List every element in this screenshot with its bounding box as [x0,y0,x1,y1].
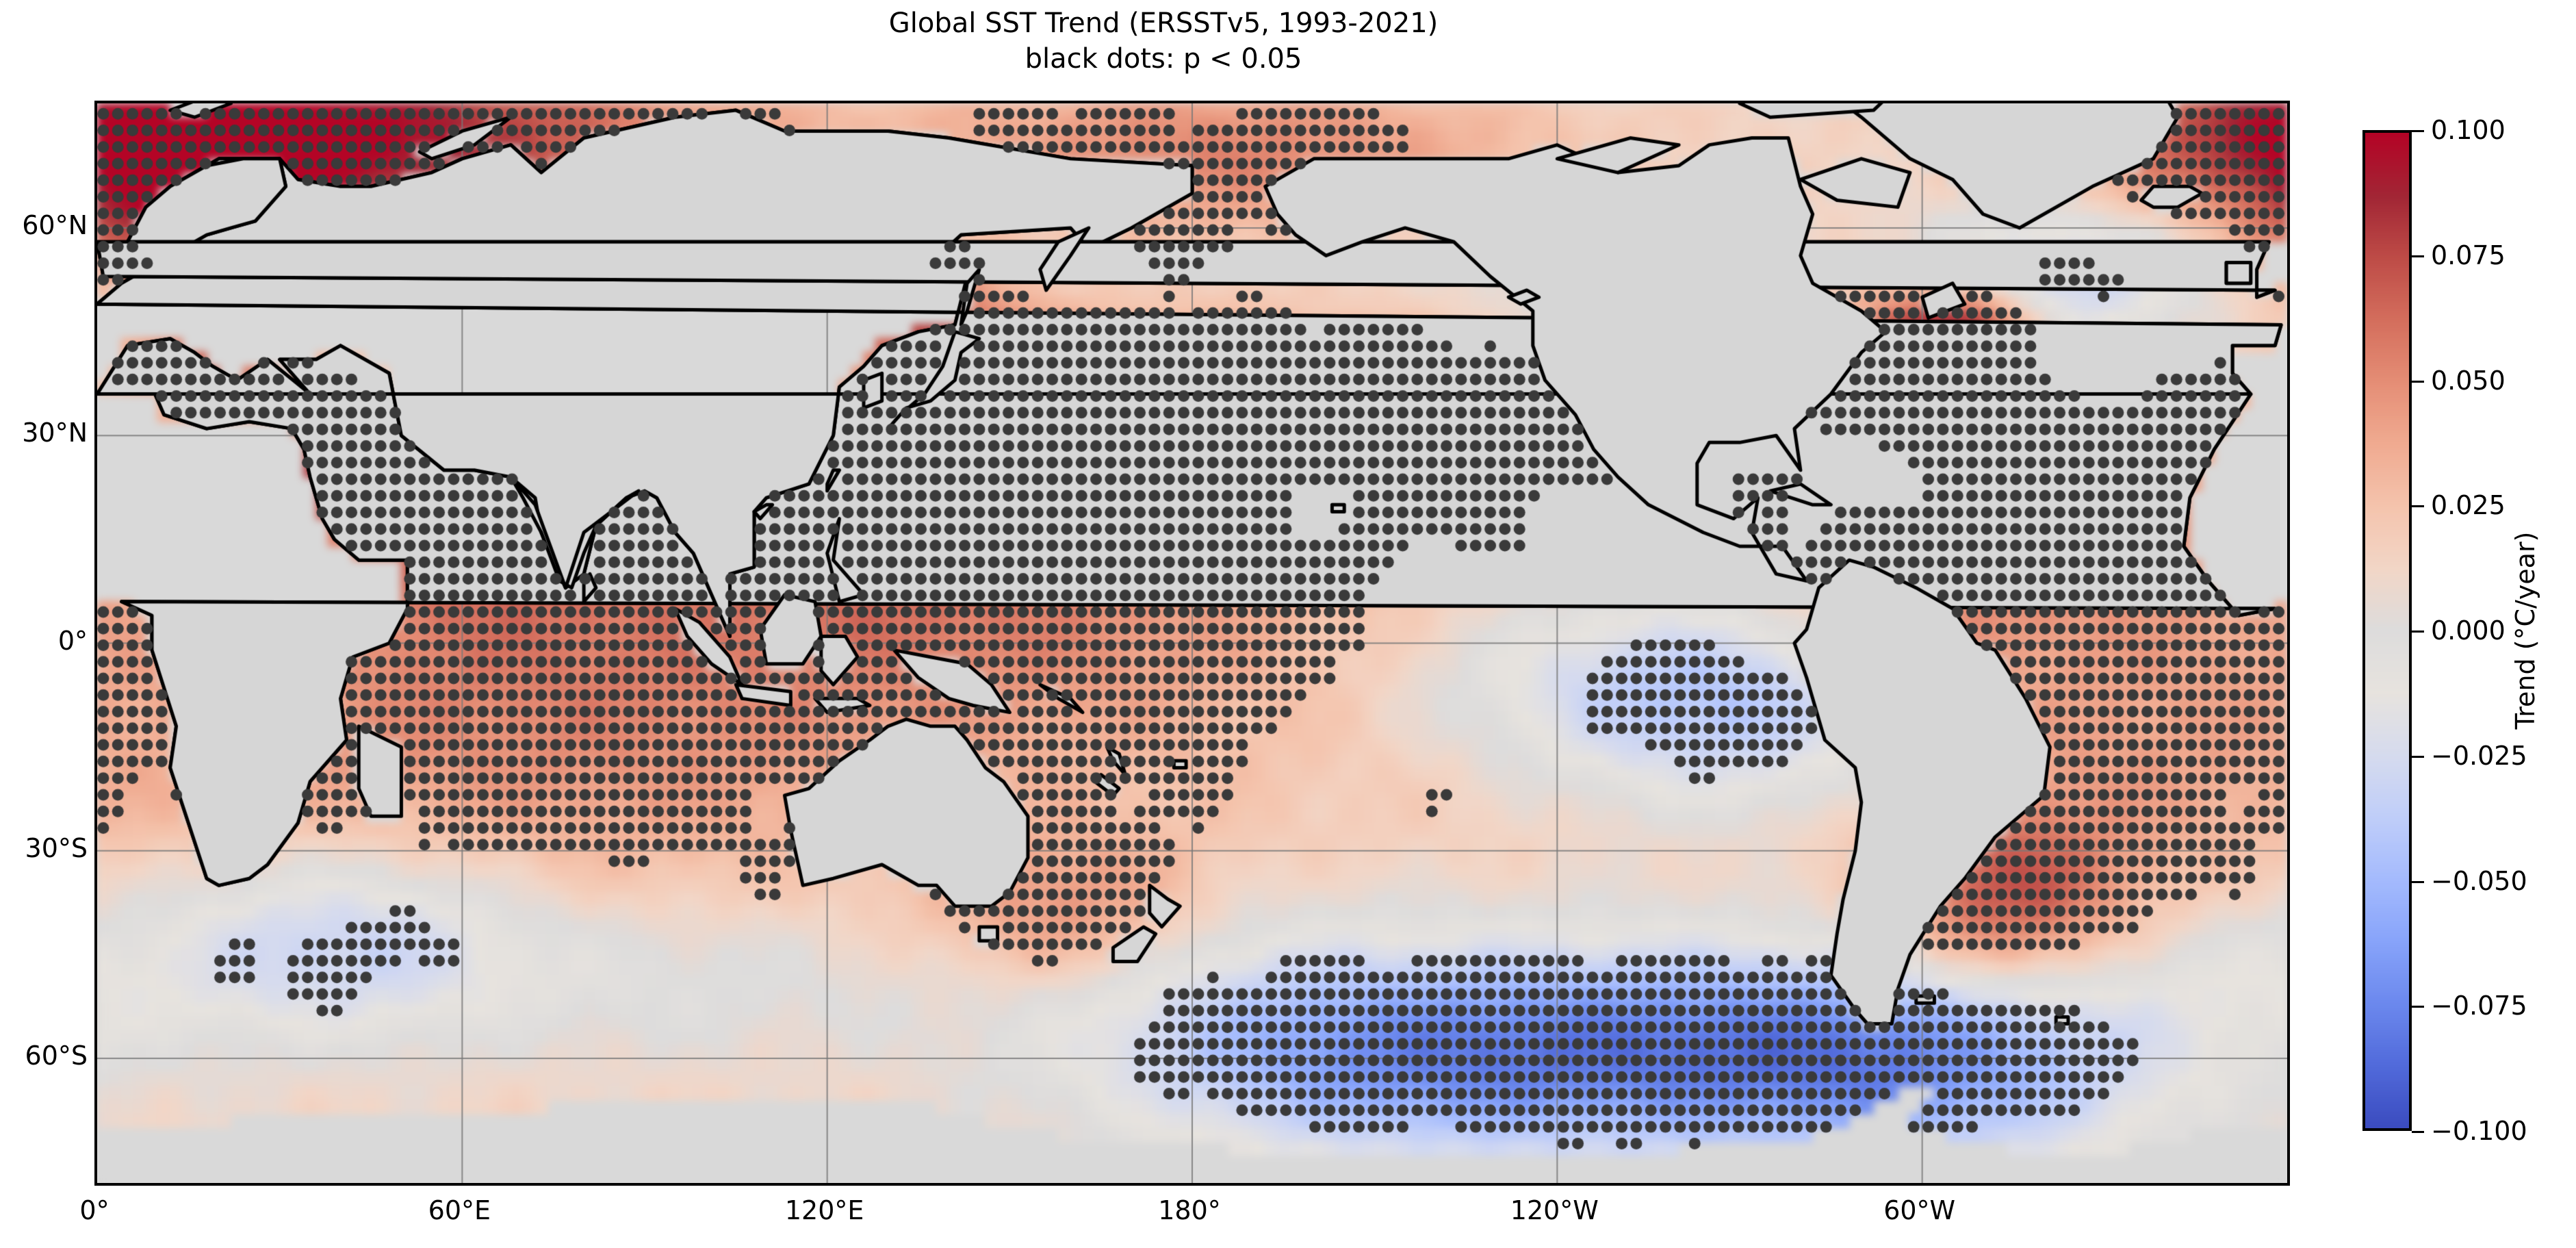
y-tick-label: 30°S [25,832,88,863]
y-tick-label: 60°S [25,1041,88,1071]
colorbar-tick-mark [2412,631,2424,633]
x-tick-label: 180° [1158,1195,1221,1225]
colorbar-tick-label: 0.075 [2431,240,2506,270]
colorbar-tick-label: −0.050 [2431,865,2527,896]
colorbar-label: Trend (°C/year) [2510,531,2540,730]
y-tick-label: 0° [57,625,88,656]
sst-trend-map [97,103,2287,1183]
colorbar-tick-label: 0.050 [2431,365,2506,396]
x-tick-label: 60°E [428,1195,491,1225]
x-tick-label: 0° [79,1195,110,1225]
colorbar-tick-label: 0.100 [2431,115,2506,145]
x-tick-label: 120°E [784,1195,864,1225]
y-tick-label: 30°N [22,418,88,448]
colorbar-tick-mark [2412,380,2424,383]
colorbar-tick-mark [2412,130,2424,132]
colorbar-tick-label: −0.075 [2431,991,2527,1021]
colorbar-tick-mark [2412,1131,2424,1133]
x-tick-label: 120°W [1510,1195,1599,1225]
figure-title: Global SST Trend (ERSSTv5, 1993-2021) bl… [0,5,2327,77]
colorbar-gradient-frame [2362,130,2412,1131]
colorbar-tick-mark [2412,880,2424,883]
colorbar [2362,130,2412,1131]
colorbar-tick-label: 0.025 [2431,490,2506,521]
map-axes [94,101,2290,1186]
colorbar-tick-label: −0.025 [2431,740,2527,771]
colorbar-tick-mark [2412,505,2424,508]
colorbar-tick-label: −0.100 [2431,1116,2527,1146]
x-tick-label: 60°W [1883,1195,1956,1225]
colorbar-tick-mark [2412,1006,2424,1008]
colorbar-tick-mark [2412,755,2424,758]
colorbar-tick-mark [2412,255,2424,257]
title-line-1: Global SST Trend (ERSSTv5, 1993-2021) [888,8,1439,39]
colorbar-gradient [2365,133,2409,1128]
colorbar-tick-label: 0.000 [2431,615,2506,646]
y-tick-label: 60°N [22,209,88,240]
title-line-2: black dots: p < 0.05 [1025,43,1302,75]
